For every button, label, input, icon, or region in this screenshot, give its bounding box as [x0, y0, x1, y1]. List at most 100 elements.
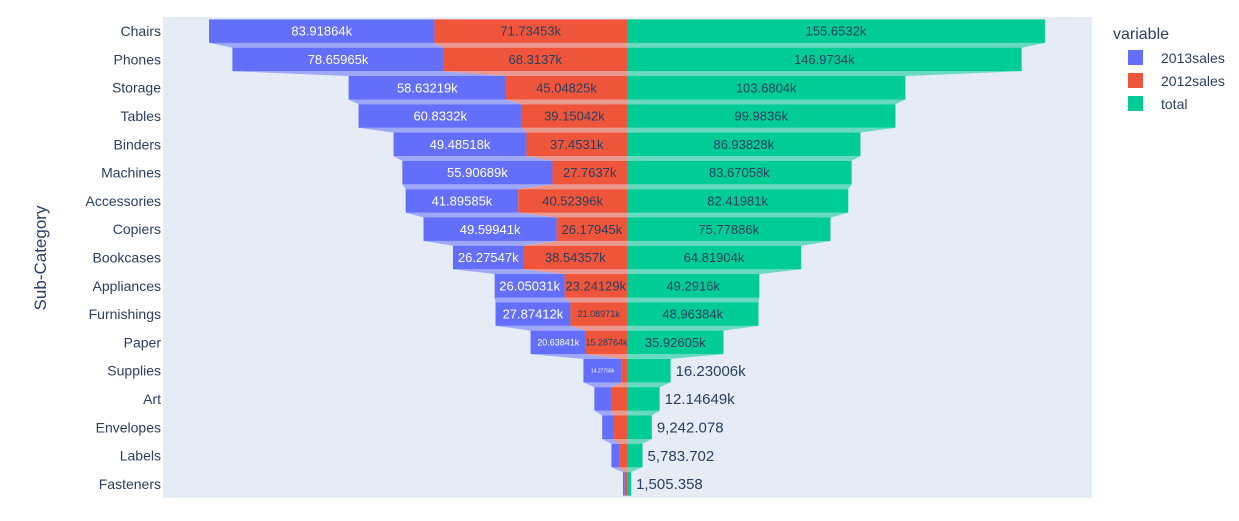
data-label-total-chairs: 155.6532k [806, 24, 867, 39]
bar-total-binders[interactable] [627, 132, 861, 157]
bar-2013sales-labels[interactable] [611, 443, 620, 468]
connector-total [627, 156, 861, 161]
bar-total-furnishings[interactable] [627, 302, 759, 326]
data-label-2012sales-bookcases: 38.54357k [545, 250, 606, 265]
legend-item-total[interactable]: total [1128, 96, 1187, 112]
bar-2012sales-tables[interactable] [521, 104, 627, 128]
bar-2012sales-labels[interactable] [619, 443, 627, 468]
bar-total-copiers[interactable] [627, 217, 831, 241]
bar-2012sales-fasteners[interactable] [624, 472, 627, 496]
bar-2013sales-machines[interactable] [402, 160, 553, 185]
connector-2012sales [443, 71, 627, 76]
bar-total-accessories[interactable] [627, 189, 849, 213]
connector-2012sales [613, 439, 627, 444]
connector-2013sales [530, 354, 622, 359]
bar-total-machines[interactable] [627, 160, 852, 185]
bar-2012sales-chairs[interactable] [434, 19, 627, 43]
y-tick-label-appliances: Appliances [93, 278, 162, 294]
connector-2013sales [393, 156, 553, 161]
bar-2013sales-fasteners[interactable] [622, 472, 625, 496]
bar-2012sales-art[interactable] [611, 387, 627, 411]
bar-2013sales-furnishings[interactable] [495, 302, 571, 326]
data-label-2012sales-copiers: 26.17945k [561, 222, 622, 237]
bar-2012sales-supplies[interactable] [621, 358, 627, 383]
connector-2013sales [494, 297, 571, 303]
bar-2012sales-phones[interactable] [443, 47, 627, 72]
bar-total-art[interactable] [627, 387, 660, 411]
bar-2012sales-bookcases[interactable] [523, 245, 627, 270]
bar-total-phones[interactable] [627, 47, 1022, 72]
connector-total [627, 297, 760, 303]
data-label-total-accessories: 82.41981k [707, 193, 768, 208]
y-tick-label-fasteners: Fasteners [99, 476, 161, 492]
y-tick-label-accessories: Accessories [86, 193, 161, 209]
bar-2012sales-furnishings[interactable] [570, 302, 627, 326]
bar-total-bookcases[interactable] [627, 245, 802, 270]
data-label-2013sales-bookcases: 26.27547k [458, 250, 519, 265]
data-label-total-furnishings: 48.96384k [662, 307, 723, 322]
y-tick-label-paper: Paper [124, 334, 162, 350]
bar-2013sales-paper[interactable] [530, 330, 586, 355]
data-label-2013sales-binders: 49.48518k [430, 137, 491, 152]
bar-total-labels[interactable] [627, 443, 643, 468]
bar-2012sales-envelopes[interactable] [613, 415, 627, 440]
bar-2013sales-art[interactable] [594, 387, 612, 411]
bar-2013sales-copiers[interactable] [423, 217, 557, 241]
data-label-total-labels: 5,783.702 [648, 448, 715, 465]
connector-2012sales [570, 325, 627, 331]
y-tick-label-supplies: Supplies [107, 363, 161, 379]
bar-2013sales-binders[interactable] [393, 132, 527, 157]
bar-2012sales-copiers[interactable] [556, 217, 627, 241]
bar-2013sales-accessories[interactable] [405, 189, 519, 213]
y-tick-label-copiers: Copiers [113, 221, 161, 237]
data-label-total-paper: 35.92605k [645, 335, 706, 350]
bar-total-envelopes[interactable] [627, 415, 652, 440]
bar-2013sales-supplies[interactable] [583, 358, 622, 383]
legend-item-2012sales[interactable]: 2012sales [1128, 73, 1225, 89]
connector-2013sales [348, 99, 522, 105]
bar-2013sales-bookcases[interactable] [452, 245, 524, 270]
y-tick-label-labels: Labels [120, 448, 161, 464]
connector-2013sales [405, 212, 557, 218]
funnel-connectors [209, 42, 1045, 473]
bar-total-storage[interactable] [627, 75, 906, 100]
connector-2012sales [434, 42, 627, 48]
bar-2013sales-appliances[interactable] [494, 274, 565, 298]
bar-2012sales-appliances[interactable] [564, 274, 627, 298]
legend-item-2013sales[interactable]: 2013sales [1128, 50, 1225, 66]
bar-2012sales-paper[interactable] [585, 330, 627, 355]
connector-total [627, 467, 643, 473]
bar-2013sales-envelopes[interactable] [602, 415, 614, 440]
bar-total-tables[interactable] [627, 104, 896, 128]
bar-2013sales-chairs[interactable] [209, 19, 435, 43]
bar-total-appliances[interactable] [627, 274, 760, 298]
bar-total-paper[interactable] [627, 330, 724, 355]
data-label-2013sales-storage: 58.63219k [397, 80, 458, 95]
connector-2013sales [583, 382, 622, 388]
bar-2013sales-tables[interactable] [358, 104, 522, 128]
bar-2012sales-machines[interactable] [552, 160, 627, 185]
legend[interactable]: variable 2013sales 2012sales total [1113, 26, 1225, 112]
bar-2012sales-accessories[interactable] [518, 189, 627, 213]
data-label-total-bookcases: 64.81904k [684, 250, 745, 265]
connector-2013sales [209, 42, 444, 48]
bar-total-chairs[interactable] [627, 19, 1045, 43]
data-label-total-art: 12.14649k [665, 391, 736, 408]
bar-2013sales-phones[interactable] [232, 47, 444, 72]
connector-total [627, 382, 671, 388]
funnel-bars [209, 19, 1045, 496]
connector-2013sales [594, 410, 614, 416]
bar-2012sales-binders[interactable] [526, 132, 627, 157]
bar-2013sales-storage[interactable] [348, 75, 507, 100]
connector-2013sales [423, 240, 557, 246]
data-label-2013sales-furnishings: 27.87412k [503, 307, 564, 322]
connector-2012sales [526, 156, 627, 161]
y-tick-label-phones: Phones [114, 51, 161, 67]
connector-2012sales [611, 410, 627, 416]
bar-total-fasteners[interactable] [627, 472, 632, 496]
connector-2013sales [232, 71, 507, 76]
bar-total-supplies[interactable] [627, 358, 671, 383]
y-tick-label-chairs: Chairs [121, 23, 161, 39]
bar-2012sales-storage[interactable] [506, 75, 627, 100]
